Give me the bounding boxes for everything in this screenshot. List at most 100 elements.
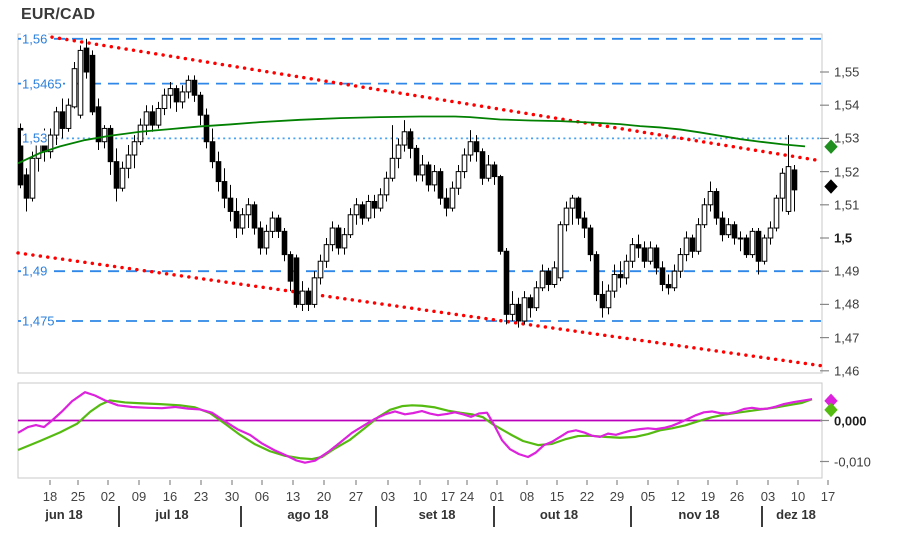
oscillator-line-fast-magenta (17, 391, 813, 464)
candle-body (401, 131, 408, 146)
candle-body (503, 250, 510, 315)
candle-body (155, 108, 162, 126)
x-axis-week-label: 03 (760, 489, 776, 504)
x-axis-week-label: 13 (285, 489, 301, 504)
candle-body (185, 79, 192, 93)
candle-body (173, 88, 180, 103)
candle-body (359, 204, 366, 219)
candle-body (269, 217, 276, 232)
candle-body (593, 254, 600, 295)
candle-body (179, 91, 186, 103)
oscillator-slow-marker (824, 402, 838, 418)
x-axis-month-label: dez 18 (776, 507, 816, 522)
candle-body (59, 111, 66, 129)
candle-body (581, 217, 588, 229)
x-axis-month-label: ago 18 (287, 507, 329, 522)
candle-body (485, 164, 492, 179)
candle-body (545, 270, 552, 285)
candle-body (599, 293, 606, 309)
y-axis-label: 1,48 (834, 296, 860, 312)
x-axis-week-label: 17 (440, 489, 456, 504)
candle-body (617, 274, 624, 279)
candle-body (677, 254, 684, 272)
x-axis-month-label: jul 18 (155, 507, 189, 522)
oscillator-axis-label: -0,010 (834, 454, 871, 469)
candle-body (227, 197, 234, 212)
candle-body (713, 191, 720, 219)
x-axis-month-label: set 18 (418, 507, 456, 522)
candle-body (653, 247, 660, 269)
x-axis-week-label: 01 (489, 489, 505, 504)
candle-body (611, 274, 618, 292)
candle-body (731, 224, 738, 239)
candle-body (389, 157, 396, 179)
x-axis-week-label: 15 (549, 489, 565, 504)
oscillator-axis-label: 0,000 (834, 413, 867, 428)
x-axis-month-label: out 18 (539, 507, 579, 522)
candle-body (191, 79, 198, 96)
x-axis-week-label: 08 (519, 489, 535, 504)
candle-body (623, 260, 630, 279)
candle-body (563, 207, 570, 226)
candle-body (65, 104, 72, 129)
candle-body (683, 237, 690, 256)
x-axis-month-separator (630, 506, 632, 527)
candle-body (101, 127, 108, 143)
candle-body (689, 237, 696, 252)
candle-body (497, 176, 504, 252)
candle-body (95, 106, 102, 143)
candle-body (647, 247, 654, 262)
x-axis-month-separator (493, 506, 495, 527)
candle-body (737, 237, 744, 240)
candle-body (695, 224, 702, 252)
candle-body (665, 283, 672, 289)
price-level-label: 1,475 (21, 313, 56, 329)
x-axis-week-label: 25 (70, 489, 86, 504)
candle-body (779, 172, 786, 199)
candle-body (203, 114, 210, 143)
candle-body (743, 237, 750, 256)
y-axis-label: 1,46 (834, 363, 860, 379)
candle-body (287, 254, 294, 282)
candle-body (143, 111, 150, 126)
x-axis-week-label: 03 (380, 489, 396, 504)
moving-average-line (17, 115, 806, 165)
x-axis-week-label: 27 (348, 489, 364, 504)
y-axis-label: 1,5 (834, 230, 853, 246)
candle-body (17, 127, 24, 186)
candle-body (197, 94, 204, 116)
candle-body (377, 194, 384, 209)
price-level-label: 1,49 (21, 263, 49, 279)
candle-body (575, 197, 582, 219)
candle-body (761, 237, 768, 262)
candle-body (767, 227, 774, 239)
x-axis-month-separator (761, 506, 763, 527)
candle-body (89, 54, 96, 113)
candle-body (569, 197, 576, 209)
candle-body (605, 290, 612, 309)
candle-body (719, 217, 726, 236)
candle-body (107, 127, 114, 163)
candle-body (527, 297, 534, 309)
candle-body (305, 290, 312, 305)
x-axis-week-label: 06 (254, 489, 270, 504)
candle-body (311, 277, 318, 305)
candle-body (641, 247, 648, 262)
candle-body (425, 164, 432, 186)
x-axis-week-label: 23 (193, 489, 209, 504)
candle-body (491, 164, 498, 178)
candle-body (161, 94, 168, 110)
trendline-lower-support (16, 251, 824, 368)
x-axis-month-separator (118, 506, 120, 527)
candle-body (749, 230, 756, 256)
candle-body (119, 167, 126, 189)
candle-body (461, 154, 468, 173)
x-axis-month-label: jun 18 (45, 507, 83, 522)
candle-body (725, 224, 732, 236)
candle-body (275, 217, 282, 232)
x-axis-week-label: 18 (42, 489, 58, 504)
x-axis-week-label: 19 (700, 489, 716, 504)
candle-body (71, 68, 78, 108)
x-axis-month-label: nov 18 (678, 507, 720, 522)
